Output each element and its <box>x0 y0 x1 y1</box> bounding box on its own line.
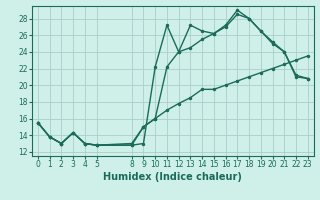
X-axis label: Humidex (Indice chaleur): Humidex (Indice chaleur) <box>103 172 242 182</box>
